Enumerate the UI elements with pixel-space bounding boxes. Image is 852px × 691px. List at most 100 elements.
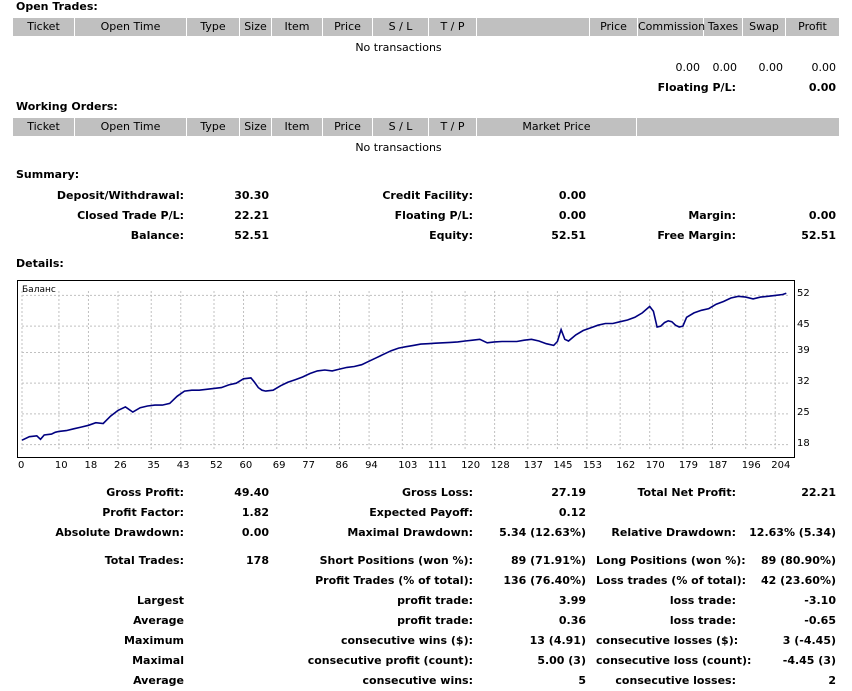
credit-value: 0.00 <box>558 189 586 202</box>
maximum-label: Maximum <box>124 634 184 647</box>
equity-value: 52.51 <box>551 229 586 242</box>
total-swap: 0.00 <box>758 61 784 74</box>
credit-label: Credit Facility: <box>382 189 473 202</box>
profit-trades-label: Profit Trades (% of total): <box>315 574 473 587</box>
free-margin-label: Free Margin: <box>657 229 736 242</box>
column-swap[interactable]: Swap <box>743 18 786 36</box>
column-sl[interactable]: S / L <box>373 118 429 136</box>
column-open-time[interactable]: Open Time <box>75 118 187 136</box>
avg-consecutive-wins-label: consecutive wins: <box>362 674 473 687</box>
loss-trades-value: 42 (23.60%) <box>760 574 836 587</box>
balance-chart: Баланс <box>17 280 795 458</box>
x-tick-label: 10 <box>54 460 68 471</box>
total-net-value: 22.21 <box>801 486 836 499</box>
free-margin-value: 52.51 <box>801 229 836 242</box>
open-trades-empty: No transactions <box>355 41 442 54</box>
x-tick-label: 137 <box>523 460 543 471</box>
column-size[interactable]: Size <box>240 18 272 36</box>
column-profit[interactable]: Profit <box>798 20 827 33</box>
column-sl[interactable]: S / L <box>373 18 429 36</box>
x-tick-label: 196 <box>741 460 761 471</box>
x-tick-label: 179 <box>678 460 699 471</box>
x-tick-label: 120 <box>461 460 481 471</box>
deposit-label: Deposit/Withdrawal: <box>56 189 184 202</box>
column-type[interactable]: Type <box>187 18 240 36</box>
column-type[interactable]: Type <box>187 118 240 136</box>
column-tp[interactable]: T / P <box>429 118 477 136</box>
short-positions-label: Short Positions (won %): <box>319 554 473 567</box>
y-tick-label: 25 <box>797 406 810 418</box>
avg-consecutive-losses-label: consecutive losses: <box>615 674 736 687</box>
max-consecutive-losses-label: consecutive losses ($): <box>596 634 739 647</box>
avg-consecutive-wins-value: 5 <box>578 674 586 687</box>
column-tp[interactable]: T / P <box>429 18 477 36</box>
y-tick-label: 18 <box>797 437 810 449</box>
x-tick-label: 60 <box>239 460 253 471</box>
column-ticket[interactable]: Ticket <box>13 18 75 36</box>
max-consecutive-wins-value: 13 (4.91) <box>529 634 586 647</box>
maximal-consecutive-loss-label: consecutive loss (count): <box>596 654 752 667</box>
working-orders-header: Ticket Open Time Type Size Item Price S … <box>13 118 839 136</box>
average-loss-label: loss trade: <box>669 614 736 627</box>
absolute-drawdown-label: Absolute Drawdown: <box>55 526 184 539</box>
maximal-consecutive-profit-value: 5.00 (3) <box>537 654 586 667</box>
max-consecutive-losses-value: 3 (-4.45) <box>782 634 836 647</box>
deposit-value: 30.30 <box>234 189 269 202</box>
relative-drawdown-label: Relative Drawdown: <box>611 526 736 539</box>
working-orders-title: Working Orders: <box>16 100 118 113</box>
gross-loss-value: 27.19 <box>551 486 586 499</box>
column-market-price[interactable]: Market Price <box>477 118 637 136</box>
largest-profit-value: 3.99 <box>558 594 586 607</box>
y-tick-label: 52 <box>797 288 810 300</box>
column-commission[interactable]: Commission <box>638 18 705 36</box>
expected-payoff-value: 0.12 <box>558 506 586 519</box>
x-tick-label: 69 <box>272 460 286 471</box>
profit-trades-value: 136 (76.40%) <box>503 574 586 587</box>
x-tick-label: 52 <box>210 460 223 471</box>
closed-pl-label: Closed Trade P/L: <box>77 209 184 222</box>
relative-drawdown-value: 12.63% (5.34) <box>749 526 836 539</box>
column-price[interactable]: Price <box>323 18 373 36</box>
x-tick-label: 26 <box>114 460 127 471</box>
column-open-time[interactable]: Open Time <box>75 18 187 36</box>
x-tick-label: 111 <box>427 460 447 471</box>
x-tick-label: 103 <box>398 460 418 471</box>
x-tick-label: 128 <box>490 460 510 471</box>
long-positions-value: 89 (80.90%) <box>760 554 836 567</box>
balance-line <box>21 292 787 441</box>
floating-pl-value: 0.00 <box>558 209 586 222</box>
floating-pl-label: Floating P/L: <box>394 209 473 222</box>
x-tick-label: 153 <box>582 460 603 471</box>
maximal-consecutive-loss-value: -4.45 (3) <box>782 654 836 667</box>
expected-payoff-label: Expected Payoff: <box>369 506 473 519</box>
column-item[interactable]: Item <box>272 118 323 136</box>
margin-label: Margin: <box>688 209 736 222</box>
working-orders-empty: No transactions <box>355 141 442 154</box>
max-consecutive-wins-label: consecutive wins ($): <box>340 634 473 647</box>
gross-profit-value: 49.40 <box>234 486 269 499</box>
column-current-price[interactable]: Price <box>590 18 638 36</box>
balance-chart-svg: Баланс <box>21 285 790 449</box>
x-tick-label: 86 <box>335 460 349 471</box>
x-tick-label: 18 <box>84 460 98 471</box>
largest-loss-label: loss trade: <box>669 594 736 607</box>
gross-profit-label: Gross Profit: <box>106 486 184 499</box>
column-price[interactable]: Price <box>323 118 373 136</box>
y-tick-label: 32 <box>797 376 810 388</box>
column-size[interactable]: Size <box>240 118 272 136</box>
column-ticket[interactable]: Ticket <box>13 118 75 136</box>
x-tick-label: 94 <box>365 460 378 471</box>
column-taxes[interactable]: Taxes <box>704 18 743 36</box>
largest-profit-label: profit trade: <box>397 594 473 607</box>
open-trades-header: Ticket Open Time Type Size Item Price S … <box>13 18 839 36</box>
average-label: Average <box>133 614 184 627</box>
average-profit-value: 0.36 <box>558 614 586 627</box>
column-item[interactable]: Item <box>272 18 323 36</box>
total-commission: 0.00 <box>675 61 701 74</box>
margin-value: 0.00 <box>808 209 836 222</box>
total-trades-value: 178 <box>246 554 269 567</box>
x-tick-label: 43 <box>176 460 190 471</box>
x-tick-label: 162 <box>616 460 636 471</box>
open-floating-value: 0.00 <box>808 81 836 94</box>
open-trades-title: Open Trades: <box>16 0 98 13</box>
